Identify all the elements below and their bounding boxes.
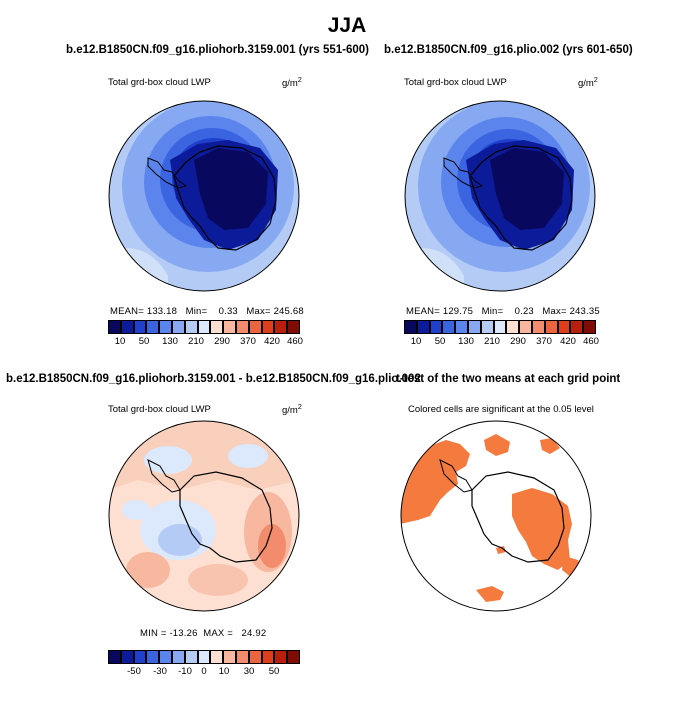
colorbar-tick: -10 bbox=[178, 666, 192, 677]
colorbar-tick: 420 bbox=[264, 336, 280, 347]
figure-title: JJA bbox=[327, 14, 367, 37]
panel-title-bottom-right: t-test of the two means at each grid poi… bbox=[396, 373, 621, 385]
colorbar-tick: 130 bbox=[458, 336, 474, 347]
colorbar-tick: -50 bbox=[127, 666, 141, 677]
colorbar-top-left bbox=[108, 320, 300, 334]
colorbar-tick: 30 bbox=[243, 666, 255, 677]
colorbar-ticks-top-right: 10 50 130 210 290 370 420 460 bbox=[404, 336, 599, 350]
units-label-top-right: g/m2 bbox=[578, 77, 598, 90]
colorbar-tick: 460 bbox=[287, 336, 303, 347]
colorbar-tick: 420 bbox=[560, 336, 576, 347]
units-label-bottom-left: g/m2 bbox=[282, 404, 302, 417]
units-label-top-left: g/m2 bbox=[282, 77, 302, 90]
colorbar-tick: 290 bbox=[510, 336, 526, 347]
colorbar-tick: 10 bbox=[410, 336, 422, 347]
stats-top-right: MEAN= 129.75 Min= 0.23 Max= 243.35 bbox=[406, 306, 600, 317]
colorbar-tick: 210 bbox=[188, 336, 204, 347]
colorbar-tick: 290 bbox=[214, 336, 230, 347]
colorbar-bottom-left bbox=[108, 650, 300, 664]
variable-label-top-left: Total grd-box cloud LWP bbox=[108, 77, 211, 88]
colorbar-tick: 10 bbox=[218, 666, 230, 677]
colorbar-tick: 50 bbox=[434, 336, 446, 347]
panel-title-top-left: b.e12.B1850CN.f09_g16.pliohorb.3159.001 … bbox=[66, 44, 369, 56]
colorbar-tick: 130 bbox=[162, 336, 178, 347]
map-bottom-left bbox=[108, 420, 300, 612]
variable-label-top-right: Total grd-box cloud LWP bbox=[404, 77, 507, 88]
colorbar-tick: -30 bbox=[153, 666, 167, 677]
panel-title-bottom-left: b.e12.B1850CN.f09_g16.pliohorb.3159.001 … bbox=[6, 373, 421, 385]
colorbar-tick: 50 bbox=[268, 666, 280, 677]
significance-note: Colored cells are significant at the 0.0… bbox=[408, 404, 594, 415]
colorbar-tick: 10 bbox=[114, 336, 126, 347]
map-top-left bbox=[108, 100, 300, 292]
colorbar-tick: 210 bbox=[484, 336, 500, 347]
colorbar-tick: 0 bbox=[201, 666, 207, 677]
stats-bottom-left: MIN = -13.26 MAX = 24.92 bbox=[140, 628, 267, 639]
colorbar-tick: 370 bbox=[240, 336, 256, 347]
variable-label-bottom-left: Total grd-box cloud LWP bbox=[108, 404, 211, 415]
panel-title-top-right: b.e12.B1850CN.f09_g16.plio.002 (yrs 601-… bbox=[384, 44, 633, 56]
map-bottom-right bbox=[400, 420, 592, 612]
colorbar-ticks-bottom-left: -50 -30 -10 0 10 30 50 bbox=[108, 666, 300, 680]
colorbar-tick: 50 bbox=[138, 336, 150, 347]
stats-top-left: MEAN= 133.18 Min= 0.33 Max= 245.68 bbox=[110, 306, 304, 317]
colorbar-tick: 460 bbox=[583, 336, 599, 347]
colorbar-tick: 370 bbox=[536, 336, 552, 347]
map-top-right bbox=[404, 100, 596, 292]
colorbar-ticks-top-left: 10 50 130 210 290 370 420 460 bbox=[108, 336, 303, 350]
colorbar-top-right bbox=[404, 320, 596, 334]
